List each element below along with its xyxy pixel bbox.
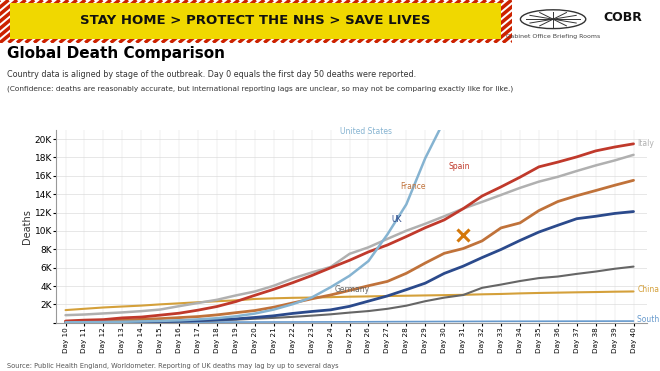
Text: Global Death Comparison: Global Death Comparison	[7, 46, 224, 61]
Y-axis label: Deaths: Deaths	[22, 209, 32, 244]
Text: Source: Public Health England, Worldometer. Reporting of UK deaths may lag by up: Source: Public Health England, Worldomet…	[7, 363, 338, 369]
Text: Country data is aligned by stage of the outbreak. Day 0 equals the first day 50 : Country data is aligned by stage of the …	[7, 70, 416, 79]
Text: Spain: Spain	[448, 162, 469, 171]
Text: Germany: Germany	[335, 285, 370, 294]
Text: Cabinet Office Briefing Rooms: Cabinet Office Briefing Rooms	[506, 34, 600, 39]
Text: STAY HOME > PROTECT THE NHS > SAVE LIVES: STAY HOME > PROTECT THE NHS > SAVE LIVES	[81, 14, 431, 27]
Text: United States: United States	[340, 127, 392, 136]
Text: (Confidence: deaths are reasonably accurate, but international reporting lags ar: (Confidence: deaths are reasonably accur…	[7, 85, 513, 92]
Text: South Korea: South Korea	[638, 315, 660, 324]
Text: UK: UK	[391, 216, 402, 224]
Text: France: France	[401, 182, 426, 191]
FancyBboxPatch shape	[11, 3, 502, 39]
Text: COBR: COBR	[603, 10, 642, 24]
Text: China: China	[638, 285, 659, 294]
Text: Italy: Italy	[638, 139, 654, 148]
